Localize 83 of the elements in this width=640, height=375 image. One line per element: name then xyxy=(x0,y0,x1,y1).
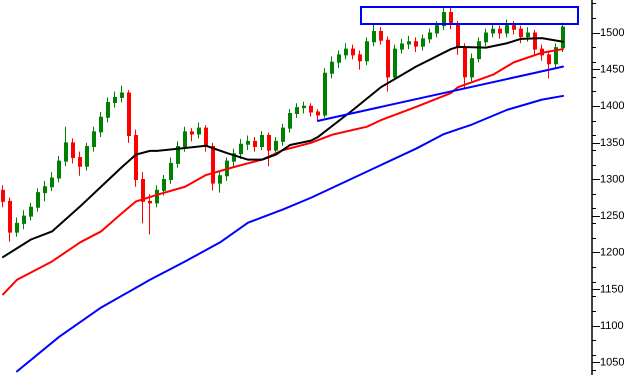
candlestick xyxy=(351,44,355,60)
candlestick xyxy=(526,26,530,42)
y-tick-label: 1400 xyxy=(600,100,624,112)
candlestick xyxy=(519,25,523,44)
candlestick xyxy=(449,8,453,30)
candlestick xyxy=(176,140,180,168)
candlestick xyxy=(246,135,250,151)
candlestick xyxy=(211,142,215,191)
candlestick xyxy=(8,197,12,242)
candlestick xyxy=(393,44,397,80)
candlestick xyxy=(470,52,474,82)
candlestick xyxy=(169,156,173,184)
candlestick xyxy=(323,68,327,118)
candlestick xyxy=(36,188,40,212)
candlestick xyxy=(512,20,516,35)
y-tick-label: 1500 xyxy=(600,26,624,39)
candlestick xyxy=(330,56,334,79)
candlestick xyxy=(491,24,495,38)
candlestick xyxy=(120,85,124,104)
candlestick xyxy=(253,136,257,152)
y-tick-label: 1150 xyxy=(600,283,624,296)
candlestick xyxy=(400,38,404,54)
candlestick xyxy=(127,90,131,144)
candlestick xyxy=(148,194,152,235)
candlestick xyxy=(337,50,341,69)
candlestick xyxy=(344,42,348,60)
candlestick xyxy=(316,108,320,122)
candlestick xyxy=(57,156,61,183)
y-tick-label: 1300 xyxy=(600,173,624,186)
candlestick xyxy=(190,128,194,142)
candlestick xyxy=(386,36,390,92)
candlestick xyxy=(456,20,460,56)
candlestick xyxy=(372,24,376,47)
candlestick xyxy=(71,138,75,164)
candlestick xyxy=(428,28,432,44)
y-tick-label: 1050 xyxy=(600,356,624,369)
candlestick xyxy=(113,91,117,108)
candlestick xyxy=(162,174,166,196)
candlestick xyxy=(239,138,243,160)
candlestick xyxy=(204,124,208,152)
candlestick xyxy=(288,108,292,134)
candlestick xyxy=(421,34,425,52)
candlestick xyxy=(295,102,299,118)
candlestick xyxy=(197,122,201,139)
candlestick xyxy=(78,151,82,176)
candlestick xyxy=(64,126,68,167)
y-tick-label: 1100 xyxy=(600,320,624,332)
candlestick xyxy=(29,202,33,221)
candlestick xyxy=(407,35,411,50)
candlestick xyxy=(365,36,369,66)
candlestick xyxy=(302,101,306,114)
candlestick xyxy=(218,170,222,194)
candlestick xyxy=(92,126,96,152)
candlestick xyxy=(358,50,362,70)
candlestick xyxy=(141,172,145,224)
candlestick xyxy=(134,129,138,188)
candlestick xyxy=(1,184,5,208)
candlestick xyxy=(484,28,488,47)
candlestick xyxy=(183,126,187,152)
y-tick-label: 1350 xyxy=(600,136,624,149)
line-series xyxy=(16,94,564,372)
candlestick xyxy=(99,112,103,138)
candlestick xyxy=(379,26,383,46)
candlestick xyxy=(260,130,264,151)
candlestick xyxy=(106,96,110,123)
candlestick xyxy=(15,217,19,238)
candlestick xyxy=(309,102,313,117)
candlestick xyxy=(414,36,418,52)
candlestick xyxy=(498,25,502,40)
candlestick xyxy=(281,123,285,146)
candlestick xyxy=(561,22,565,52)
candlestick xyxy=(50,172,54,192)
candlestick xyxy=(435,20,439,38)
candlestick xyxy=(274,136,278,156)
candlestick xyxy=(505,19,509,38)
y-tick-label: 1200 xyxy=(600,246,624,259)
y-tick-label: 1450 xyxy=(600,64,624,76)
y-tick-label: 1250 xyxy=(600,210,624,222)
candlestick xyxy=(267,132,271,167)
candlestick xyxy=(85,142,89,172)
line-series xyxy=(2,37,564,258)
candlestick xyxy=(43,180,47,202)
candlestick xyxy=(22,210,26,230)
